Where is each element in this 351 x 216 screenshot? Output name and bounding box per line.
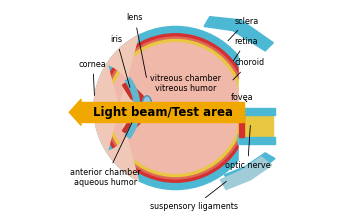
Bar (239, 108, 275, 115)
Text: iris: iris (111, 35, 130, 87)
Polygon shape (204, 17, 273, 51)
Circle shape (107, 40, 244, 176)
Text: optic nerve: optic nerve (225, 125, 271, 170)
Polygon shape (94, 35, 139, 181)
Polygon shape (220, 157, 272, 190)
Bar (239, 18, 280, 198)
Text: fovea: fovea (231, 93, 254, 102)
Polygon shape (122, 110, 147, 132)
FancyBboxPatch shape (238, 110, 269, 142)
Text: choroid: choroid (233, 59, 265, 80)
Circle shape (101, 34, 250, 182)
Circle shape (94, 26, 257, 190)
FancyBboxPatch shape (238, 135, 273, 145)
Bar (239, 137, 275, 144)
Text: Light beam/Test area: Light beam/Test area (93, 106, 233, 119)
Circle shape (110, 43, 241, 173)
Polygon shape (122, 84, 147, 106)
FancyBboxPatch shape (238, 109, 273, 119)
Text: sclera: sclera (228, 17, 259, 41)
Bar (239, 115, 244, 137)
Polygon shape (224, 153, 275, 186)
Text: suspensory ligaments: suspensory ligaments (150, 181, 238, 211)
Polygon shape (69, 99, 81, 125)
FancyBboxPatch shape (239, 110, 273, 142)
Text: retina: retina (233, 37, 258, 61)
Ellipse shape (142, 96, 152, 120)
Text: vitreous chamber
vitreous humor: vitreous chamber vitreous humor (150, 74, 221, 93)
Circle shape (105, 37, 246, 179)
Text: lens: lens (127, 13, 146, 78)
Text: cornea: cornea (79, 59, 107, 95)
Text: anterior chamber
aqueous humor: anterior chamber aqueous humor (71, 123, 141, 187)
Bar (81, 102, 244, 122)
